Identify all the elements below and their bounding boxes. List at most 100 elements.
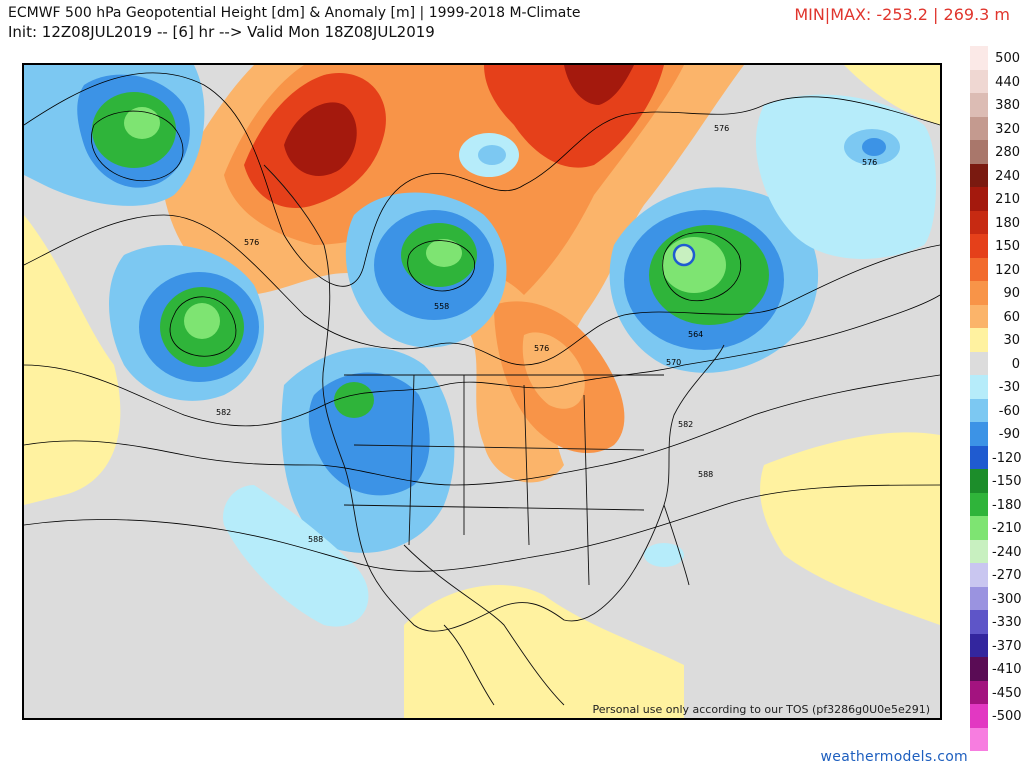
contour-label: 582	[216, 408, 231, 417]
legend-swatch	[970, 375, 988, 399]
color-legend: 500 440 380 320 280 240 210 180 150 120 90 60 30 0 -30…	[970, 46, 1022, 751]
init-valid-time: Init: 12Z08JUL2019 -- [6] hr --> Valid M…	[8, 23, 435, 41]
legend-label: -180	[992, 497, 1022, 513]
legend-swatch	[970, 563, 988, 587]
legend-row: 180	[970, 210, 1020, 234]
chart-title: ECMWF 500 hPa Geopotential Height [dm] &…	[8, 5, 581, 21]
legend-label: -330	[992, 615, 1022, 630]
low-core-labrador-inner	[662, 237, 726, 293]
legend-row: 0	[970, 351, 1020, 375]
contour-label: 582	[678, 420, 693, 429]
legend-label: 0	[1011, 356, 1020, 372]
legend-row: 120	[970, 257, 1020, 281]
legend-row: -330	[970, 610, 1022, 634]
legend-label: 440	[995, 74, 1020, 90]
legend-label: -450	[992, 685, 1022, 701]
low-core-pacific-inner	[184, 303, 220, 339]
legend-label: -210	[992, 521, 1022, 536]
legend-label: -240	[992, 544, 1022, 560]
legend-row: -60	[970, 398, 1020, 422]
contour-label: 576	[714, 124, 729, 133]
legend-row: 280	[970, 140, 1020, 164]
legend-swatch	[970, 234, 988, 258]
map-panel: 576 576 576 558 564 570 576 582 582 588 …	[22, 63, 942, 720]
contour-label: 558	[434, 302, 449, 311]
legend-swatch	[970, 469, 988, 493]
legend-row: 380	[970, 93, 1020, 117]
legend-swatch	[970, 46, 988, 70]
legend-label: -90	[998, 427, 1020, 442]
low-core-nw-inner	[124, 107, 160, 139]
plains-ridge-inner	[522, 332, 585, 409]
warm-ridge-core-east	[484, 65, 664, 168]
weak-positive-region-west	[24, 215, 121, 505]
anomaly-map: 576 576 576 558 564 570 576 582 582 588 …	[24, 65, 940, 718]
legend-row: -270	[970, 563, 1022, 587]
contour-label: 570	[666, 358, 681, 367]
legend-row: -500	[970, 704, 1022, 728]
brand-link[interactable]: weathermodels.com	[820, 749, 968, 765]
legend-label: -60	[998, 403, 1020, 419]
legend-row: 30	[970, 328, 1020, 352]
legend-swatch	[970, 422, 988, 446]
legend-swatch	[970, 586, 988, 610]
height-contours	[24, 72, 940, 572]
legend-swatch	[970, 140, 988, 164]
legend-swatch	[970, 257, 988, 281]
legend-label: 120	[995, 262, 1020, 278]
low-core-canada-inner	[426, 239, 462, 267]
legend-swatch	[970, 704, 988, 728]
legend-swatch	[970, 351, 988, 375]
geography-lines	[263, 164, 725, 706]
legend-label: 90	[1003, 286, 1020, 301]
legend-label: -150	[992, 474, 1022, 489]
legend-swatch	[970, 116, 988, 140]
legend-row: -180	[970, 492, 1022, 516]
legend-swatch	[970, 727, 988, 751]
legend-swatch	[970, 492, 988, 516]
legend-row: 500	[970, 46, 1020, 70]
low-center-labrador	[672, 243, 696, 267]
legend-row: -300	[970, 586, 1022, 610]
legend-label: 500	[995, 51, 1020, 66]
legend-row: 210	[970, 187, 1020, 211]
legend-swatch	[970, 281, 988, 305]
contour-label: 588	[698, 470, 713, 479]
legend-swatch	[970, 610, 988, 634]
legend-swatch	[970, 304, 988, 328]
legend-row: 150	[970, 234, 1020, 258]
legend-row: -210	[970, 516, 1022, 540]
legend-row: -410	[970, 657, 1022, 681]
weak-positive-region-east	[760, 432, 940, 625]
trough-fringe-south	[223, 485, 369, 627]
legend-label: -30	[998, 380, 1020, 395]
legend-swatch	[970, 680, 988, 704]
legend-swatch	[970, 398, 988, 422]
legend-row: 60	[970, 304, 1020, 328]
legend-swatch	[970, 539, 988, 563]
legend-label: -370	[992, 638, 1022, 654]
contour-label: 576	[244, 238, 259, 247]
tos-notice: Personal use only according to our TOS (…	[592, 703, 930, 716]
legend-label: 280	[995, 145, 1020, 160]
legend-row: 320	[970, 116, 1020, 140]
legend-row: -90	[970, 422, 1020, 446]
legend-row: -30	[970, 375, 1020, 399]
weak-positive-region-mexico	[404, 585, 684, 718]
legend-swatch	[970, 187, 988, 211]
legend-row: -150	[970, 469, 1022, 493]
legend-row: -120	[970, 445, 1022, 469]
legend-label: 210	[995, 192, 1020, 207]
cool-spot-florida	[644, 543, 684, 567]
legend-swatch	[970, 93, 988, 117]
contour-label: 564	[688, 330, 703, 339]
contour-label: 588	[308, 535, 323, 544]
legend-label: 240	[995, 168, 1020, 184]
legend-swatch	[970, 69, 988, 93]
legend-label: -500	[992, 709, 1022, 724]
legend-label: -300	[992, 591, 1022, 607]
contour-labels: 576 576 576 558 564 570 576 582 582 588 …	[216, 124, 877, 544]
legend-label: 30	[1003, 333, 1020, 348]
weak-positive-region-north	[844, 65, 940, 125]
legend-label: -270	[992, 568, 1022, 583]
